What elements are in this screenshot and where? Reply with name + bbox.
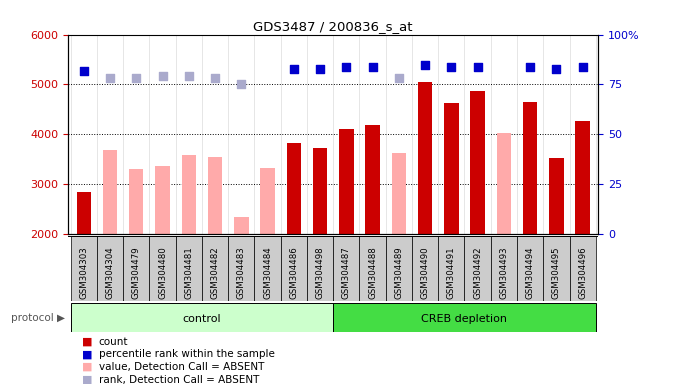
Bar	[103, 151, 117, 234]
Text: count: count	[99, 337, 128, 347]
Text: GSM304482: GSM304482	[211, 246, 220, 299]
Text: control: control	[183, 314, 221, 324]
Bar	[234, 217, 248, 234]
Bar	[313, 148, 327, 234]
Bar	[333, 236, 360, 301]
Text: ■: ■	[82, 349, 92, 359]
Bar	[471, 91, 485, 234]
Text: CREB depletion: CREB depletion	[422, 314, 507, 324]
Title: GDS3487 / 200836_s_at: GDS3487 / 200836_s_at	[254, 20, 413, 33]
Bar	[333, 303, 596, 332]
Text: GSM304480: GSM304480	[158, 246, 167, 299]
Bar	[254, 236, 281, 301]
Bar	[464, 236, 491, 301]
Text: ■: ■	[82, 337, 92, 347]
Text: GSM304488: GSM304488	[368, 246, 377, 299]
Text: GSM304489: GSM304489	[394, 246, 403, 299]
Bar	[418, 82, 432, 234]
Bar	[71, 236, 97, 301]
Bar	[77, 192, 91, 234]
Point	[525, 63, 536, 70]
Text: value, Detection Call = ABSENT: value, Detection Call = ABSENT	[99, 362, 264, 372]
Bar	[71, 303, 333, 332]
Bar	[360, 236, 386, 301]
Bar	[150, 236, 175, 301]
Bar	[444, 103, 458, 234]
Bar	[175, 236, 202, 301]
Point	[315, 65, 326, 71]
Text: ■: ■	[82, 375, 92, 384]
Text: GSM304303: GSM304303	[80, 246, 88, 299]
Bar	[202, 236, 228, 301]
Point	[184, 73, 194, 79]
Text: GSM304492: GSM304492	[473, 246, 482, 299]
Bar	[386, 236, 412, 301]
Point	[157, 73, 168, 79]
Bar	[543, 236, 570, 301]
Bar	[549, 158, 564, 234]
Point	[105, 75, 116, 81]
Bar	[392, 153, 406, 234]
Bar	[438, 236, 464, 301]
Text: GSM304495: GSM304495	[552, 246, 561, 299]
Text: GSM304486: GSM304486	[289, 246, 299, 299]
Point	[131, 75, 141, 81]
Bar	[412, 236, 438, 301]
Text: ■: ■	[82, 362, 92, 372]
Text: percentile rank within the sample: percentile rank within the sample	[99, 349, 275, 359]
Bar	[281, 236, 307, 301]
Text: rank, Detection Call = ABSENT: rank, Detection Call = ABSENT	[99, 375, 259, 384]
Bar	[517, 236, 543, 301]
Point	[446, 63, 457, 70]
Text: GSM304483: GSM304483	[237, 246, 245, 299]
Bar	[491, 236, 517, 301]
Point	[288, 65, 299, 71]
Text: GSM304304: GSM304304	[105, 246, 114, 299]
Point	[420, 61, 430, 68]
Point	[394, 75, 405, 81]
Text: GSM304481: GSM304481	[184, 246, 193, 299]
Bar	[339, 129, 354, 234]
Bar	[228, 236, 254, 301]
Point	[78, 68, 89, 74]
Bar	[570, 236, 596, 301]
Bar	[365, 126, 380, 234]
Bar	[496, 133, 511, 234]
Point	[551, 65, 562, 71]
Bar	[307, 236, 333, 301]
Text: GSM304496: GSM304496	[578, 246, 587, 299]
Text: GSM304494: GSM304494	[526, 246, 534, 299]
Bar	[123, 236, 150, 301]
Text: GSM304491: GSM304491	[447, 246, 456, 299]
Point	[577, 63, 588, 70]
Bar	[575, 121, 590, 234]
Text: GSM304487: GSM304487	[342, 246, 351, 299]
Point	[209, 75, 220, 81]
Bar	[155, 166, 170, 234]
Bar	[97, 236, 123, 301]
Bar	[129, 169, 143, 234]
Text: GSM304493: GSM304493	[499, 246, 509, 299]
Point	[236, 81, 247, 88]
Bar	[208, 157, 222, 234]
Text: GSM304498: GSM304498	[316, 246, 324, 299]
Bar	[182, 156, 196, 234]
Text: GSM304479: GSM304479	[132, 246, 141, 299]
Bar	[260, 168, 275, 234]
Point	[341, 63, 352, 70]
Bar	[523, 102, 537, 234]
Bar	[286, 143, 301, 234]
Text: GSM304484: GSM304484	[263, 246, 272, 299]
Text: GSM304490: GSM304490	[421, 246, 430, 299]
Point	[472, 63, 483, 70]
Text: protocol ▶: protocol ▶	[11, 313, 65, 323]
Point	[367, 63, 378, 70]
